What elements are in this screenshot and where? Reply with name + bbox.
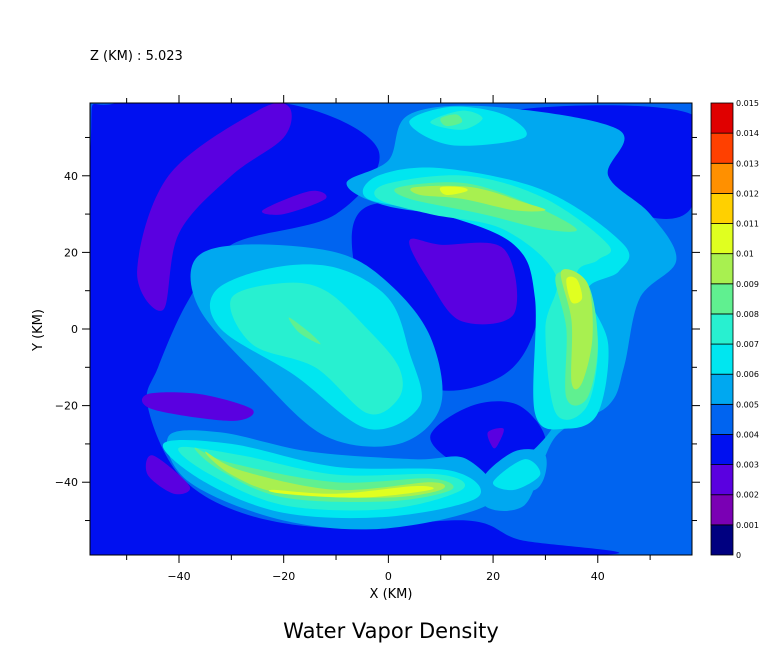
colorbar-bin	[710, 253, 734, 285]
colorbar-label: 0.009	[736, 280, 759, 289]
colorbar-label: 0.007	[736, 340, 759, 349]
colorbar-bin	[710, 494, 734, 526]
contour-region-b10-b	[566, 276, 583, 304]
x-tick-label: 20	[486, 570, 500, 583]
contour-region-drop-c	[409, 238, 518, 325]
contour-region-b10-a	[268, 485, 434, 498]
colorbar-label: 0.01	[736, 250, 754, 259]
colorbar-bin	[710, 132, 734, 164]
contour-region-drop-s2	[487, 427, 504, 449]
colorbar-bin	[710, 434, 734, 466]
y-tick-label: 0	[71, 323, 78, 336]
colorbar-label: 0.011	[736, 220, 759, 229]
colorbar-label: 0.004	[736, 430, 759, 439]
colorbar-label: 0.006	[736, 370, 759, 379]
y-tick-label: −40	[55, 476, 78, 489]
contour-region-b10-c	[439, 186, 468, 195]
colorbar-label: 0.001	[736, 521, 759, 530]
contour-region-low-nw	[90, 103, 620, 555]
colorbar-bin	[710, 403, 734, 435]
x-axis-label: X (KM)	[370, 587, 413, 602]
chart-title: Water Vapor Density	[283, 619, 499, 643]
colorbar-label: 0	[736, 551, 741, 560]
colorbar-label: 0.014	[736, 129, 759, 138]
colorbar-bin	[710, 313, 734, 345]
plot-area	[90, 103, 692, 555]
contour-region-drop-nw	[137, 103, 292, 311]
colorbar-label: 0.003	[736, 461, 759, 470]
colorbar-bin	[710, 102, 734, 134]
colorbar-bin	[710, 283, 734, 315]
contour-region-b9-a	[205, 451, 446, 498]
x-tick-label: −40	[167, 570, 190, 583]
axis-ticks: −40 −20 0 20 40 −40 −20 0 20 40	[55, 95, 700, 583]
colorbar-bin	[710, 464, 734, 496]
colorbar-bin	[710, 373, 734, 405]
y-tick-label: 20	[64, 246, 78, 259]
colorbar-bin	[710, 524, 734, 556]
contour-region-b7-a	[230, 282, 403, 415]
colorbar-label: 0.013	[736, 159, 759, 168]
colorbar-label: 0.008	[736, 310, 759, 319]
y-tick-label: 40	[64, 170, 78, 183]
contour-region-drop-s	[145, 455, 191, 495]
contour-region-drop-n	[261, 190, 327, 215]
colorbar-label: 0.005	[736, 400, 759, 409]
contour-region-b9-b	[560, 269, 593, 390]
colorbar-bin	[710, 162, 734, 194]
x-tick-label: −20	[272, 570, 295, 583]
x-tick-label: 0	[385, 570, 392, 583]
colorbar: 0 0.001 0.002 0.003 0.004 0.005 0.006 0.007 0.00…	[710, 99, 759, 560]
contour-regions	[90, 103, 692, 555]
colorbar-label: 0.015	[736, 99, 759, 108]
colorbar-bin	[710, 223, 734, 255]
colorbar-label: 0.002	[736, 491, 759, 500]
colorbar-bin	[710, 192, 734, 224]
contour-region-b7-c	[374, 175, 612, 420]
y-axis-label: Y (KM)	[31, 309, 46, 352]
chart-subtitle: Z (KM) : 5.023	[90, 49, 183, 64]
contour-region-b6-e	[492, 459, 541, 491]
colorbar-bin	[710, 343, 734, 375]
contour-region-b8-e	[440, 114, 463, 127]
x-tick-label: 40	[591, 570, 605, 583]
contour-region-b8-a	[288, 317, 321, 345]
y-tick-label: −20	[55, 400, 78, 413]
colorbar-label: 0.012	[736, 189, 759, 198]
contour-region-drop-sw	[141, 392, 254, 421]
